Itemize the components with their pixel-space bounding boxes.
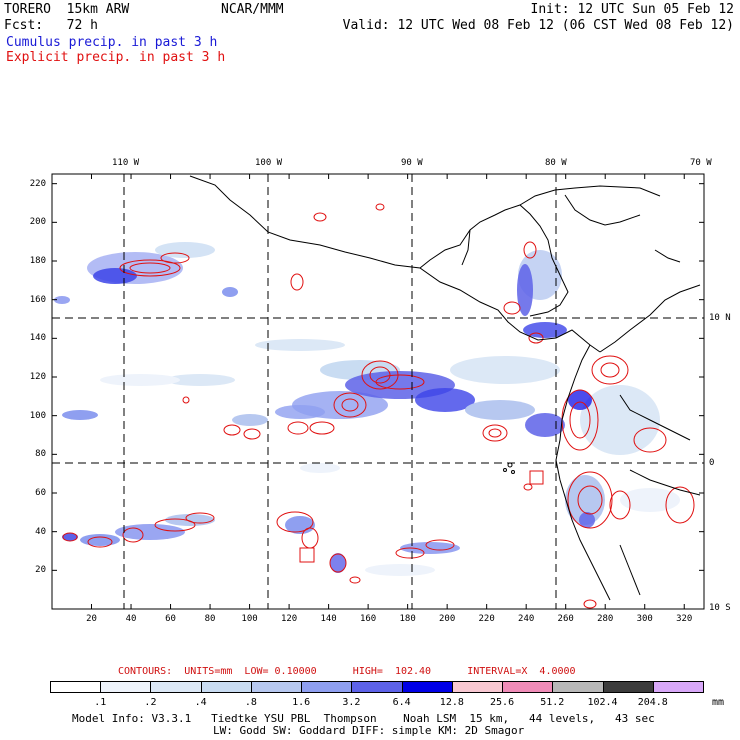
forecast-hour: Fcst: 72 h (4, 18, 98, 33)
y-tick-label: 140 (29, 333, 46, 344)
y-tick-label: 160 (29, 294, 46, 305)
valid-time: Valid: 12 UTC Wed 08 Feb 12 (06 CST Wed … (342, 18, 734, 33)
y-tick-label: 80 (35, 449, 46, 460)
color-bar-bin (250, 681, 303, 693)
color-bar-level: 25.6 (490, 697, 515, 708)
x-tick-label: 140 (320, 614, 337, 624)
x-tick-label: 260 (557, 614, 574, 624)
coastlines (189, 175, 701, 601)
color-bar-bin (401, 681, 453, 693)
color-bar-bin (602, 681, 654, 693)
color-bar-bin (100, 681, 152, 693)
color-bar-bin (451, 681, 504, 693)
y-tick-label: 200 (29, 217, 46, 228)
color-bar-level: .2 (144, 697, 157, 708)
x-tick-label: 20 (86, 614, 97, 624)
model-info-line2: LW: Godd SW: Goddard DIFF: simple KM: 2D… (213, 724, 525, 737)
lon-label-110w: 110 W (112, 158, 140, 168)
color-bar-bin (150, 681, 202, 693)
y-tick-label: 60 (35, 488, 46, 498)
y-tick-label: 220 (29, 178, 46, 189)
color-bar-level: 3.2 (342, 697, 361, 708)
explicit-legend-label: Explicit precip. in past 3 h (6, 50, 226, 65)
cumulus-legend-label: Cumulus precip. in past 3 h (6, 35, 218, 50)
color-bar-level: 12.8 (439, 697, 464, 708)
model-title: TORERO 15km ARW (4, 2, 130, 17)
model-info-line1: Model Info: V3.3.1 Tiedtke YSU PBL Thomp… (72, 712, 655, 725)
color-bar-level: .4 (194, 697, 207, 708)
x-tick-label: 200 (439, 614, 456, 624)
x-tick-label: 60 (165, 614, 176, 624)
color-bar-bin (652, 681, 704, 693)
color-bar-bin (552, 681, 604, 693)
color-bar-level: 204.8 (637, 697, 668, 708)
y-tick-label: 20 (35, 565, 46, 576)
x-tick-label: 220 (478, 614, 495, 624)
x-tick-label: 40 (125, 614, 137, 624)
cumulus-precip-fill (54, 242, 680, 576)
color-bar-level: 102.4 (587, 697, 618, 708)
color-bar-bin (200, 681, 252, 693)
init-time: Init: 12 UTC Sun 05 Feb 12 (530, 2, 735, 17)
y-tick-label: 100 (29, 410, 46, 421)
x-tick-label: 240 (518, 614, 535, 624)
y-tick-label: 40 (35, 526, 46, 537)
axis-ticks (52, 174, 704, 609)
lon-label-100w: 100 W (255, 158, 283, 168)
color-bar-bin (301, 681, 353, 693)
color-bar-level: 51.2 (540, 697, 565, 708)
lat-label-10s: 10 S (709, 603, 731, 613)
contours-info: CONTOURS: UNITS=mm LOW= 0.10000 HIGH= 10… (118, 666, 576, 677)
x-tick-label: 320 (676, 614, 693, 624)
lat-label-0: 0 (709, 458, 715, 468)
x-tick-label: 120 (280, 614, 298, 624)
lon-label-90w: 90 W (401, 158, 423, 168)
plot-frame (51, 173, 705, 610)
x-tick-label: 300 (636, 614, 653, 624)
color-bar-bin (50, 681, 102, 693)
lon-label-70w: 70 W (690, 158, 712, 168)
x-tick-label: 280 (597, 614, 614, 624)
color-bar-level: 1.6 (292, 697, 311, 708)
color-bar-bin (351, 681, 403, 693)
color-bar-level: 6.4 (392, 697, 411, 708)
color-bar-level: .1 (94, 697, 107, 708)
x-tick-label: 100 (241, 614, 258, 624)
x-tick-label: 160 (359, 614, 377, 624)
explicit-precip-contours (62, 203, 695, 609)
color-bar-bin (502, 681, 554, 693)
lat-label-10n: 10 N (709, 313, 731, 323)
color-bar-level: .8 (244, 697, 257, 708)
latlon-grid (52, 174, 704, 609)
color-bar-unit: mm (712, 697, 725, 708)
x-tick-label: 80 (204, 614, 216, 624)
organization-label: NCAR/MMM (221, 2, 284, 17)
y-tick-label: 120 (29, 372, 46, 382)
x-tick-label: 180 (399, 614, 416, 624)
y-tick-label: 180 (29, 256, 46, 266)
lon-label-80w: 80 W (545, 158, 567, 168)
